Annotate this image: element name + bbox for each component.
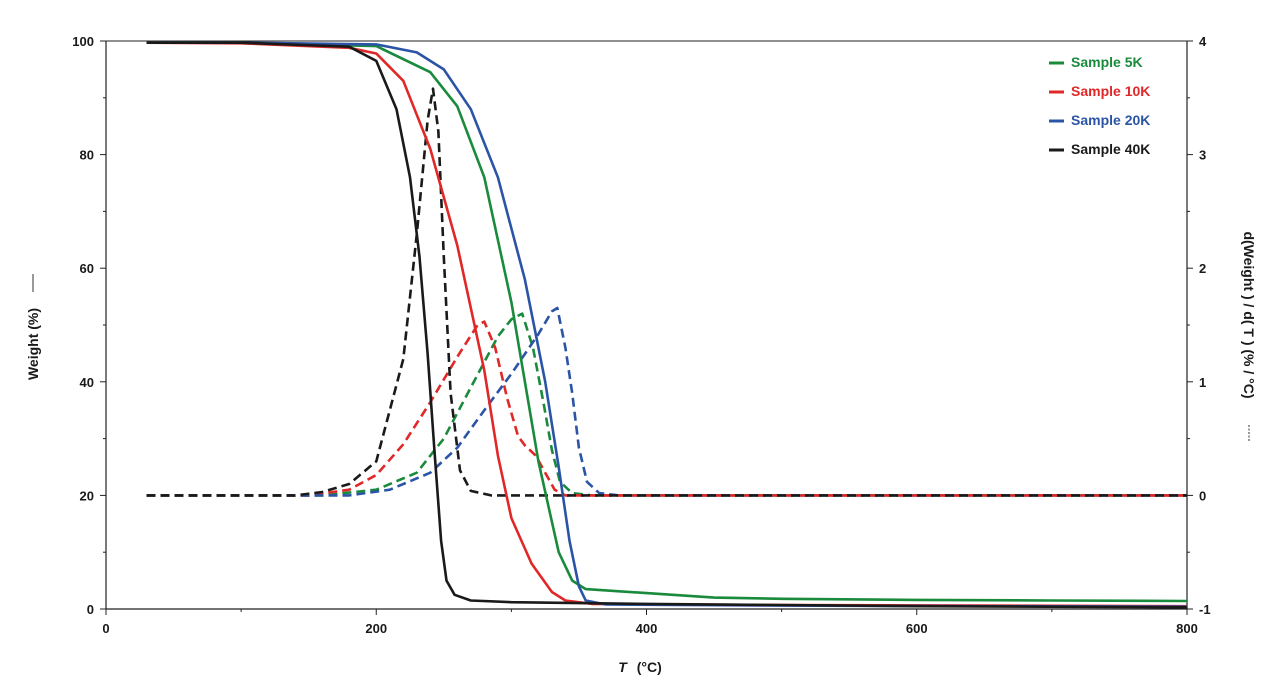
sample-10k-weight-line [146,41,1188,608]
y-left-axis-label: Weight (%) [25,308,41,380]
axes-group: 0 200 400 600 800 0 20 40 60 80 100 -1 0 1 2 3 4 [72,34,1210,636]
y-right-tick-label: 3 [1199,148,1206,163]
x-tick-label: 600 [906,621,928,636]
sample-20k-weight-line [146,41,1188,608]
y-right-tick-label: 0 [1199,488,1206,503]
legend-label: Sample 5K [1071,54,1143,70]
x-tick-label: 800 [1176,621,1198,636]
x-tick-label: 0 [102,621,109,636]
sample-5k-weight-line [146,41,1188,603]
y-left-axis-title: Weight (%) [25,274,41,380]
y-left-tick-label: 0 [87,602,94,617]
y-right-tick-label: 1 [1199,375,1206,390]
y-right-axis-title: d(Weight ) / d( T ) (% / °C) [1241,231,1257,441]
sample-5k-derivative-line [146,312,1187,497]
derivative-lines [146,87,1187,497]
y-left-tick-label: 40 [80,375,94,390]
x-tick-label: 200 [365,621,387,636]
y-left-tick-label: 100 [72,34,94,49]
sample-40k-weight-line [146,41,1188,609]
y-left-tick-label: 60 [80,261,94,276]
legend-label: Sample 10K [1071,83,1150,99]
x-axis-label-unit: (°C) [637,659,662,675]
sample-10k-derivative-line [146,320,1187,497]
x-axis-label-symbol: T [618,659,628,675]
weight-lines [146,41,1188,609]
y-right-tick-label: 2 [1199,261,1206,276]
y-left-tick-label: 20 [80,488,94,503]
legend-label: Sample 20K [1071,112,1150,128]
y-right-tick-label: 4 [1199,34,1207,49]
sample-40k-derivative-line [146,87,1187,497]
legend: Sample 5K Sample 10K Sample 20K Sample 40K [1049,54,1150,157]
sample-20k-derivative-line [146,306,1187,497]
legend-label: Sample 40K [1071,141,1150,157]
y-right-tick-label: -1 [1199,602,1211,617]
x-axis-label: T (°C) [618,659,662,675]
y-left-tick-label: 80 [80,148,94,163]
x-tick-label: 400 [636,621,658,636]
y-right-axis-label: d(Weight ) / d( T ) (% / °C) [1241,231,1257,398]
